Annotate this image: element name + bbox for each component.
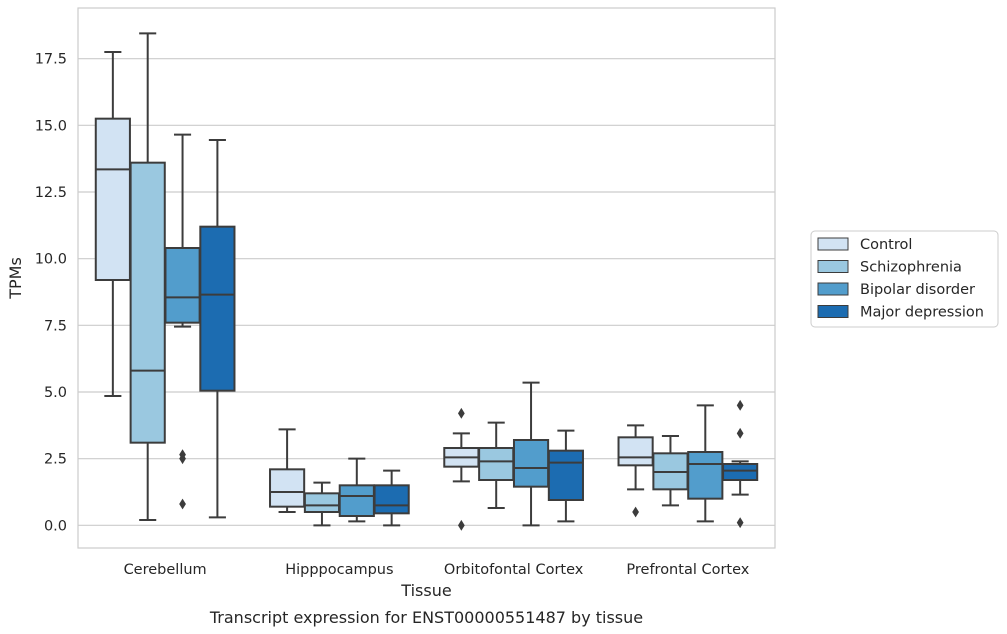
x-axis-label: Tissue <box>400 581 451 600</box>
y-tick-label: 2.5 <box>44 452 67 468</box>
box-schizophrenia <box>303 481 341 527</box>
legend-swatch <box>817 282 849 296</box>
y-tick-label: 15.0 <box>35 118 67 134</box>
plot-frame <box>77 7 776 549</box>
y-axis-label: TPMs <box>6 257 25 300</box>
box-body <box>199 225 236 392</box>
box-bipolar-disorder <box>338 457 375 523</box>
legend-swatch <box>817 305 849 318</box>
legend-swatch <box>817 237 849 251</box>
box-control <box>269 428 306 513</box>
box-body <box>722 463 759 481</box>
outlier-marker <box>736 517 744 529</box>
box-body <box>478 447 515 481</box>
box-schizophrenia <box>652 435 689 507</box>
box-body <box>338 484 375 518</box>
legend-label: Schizophrenia <box>860 260 962 276</box>
outlier-marker <box>179 453 186 465</box>
box-major-depression <box>199 139 236 519</box>
x-tick-label: Orbitofontal Cortex <box>444 562 584 578</box>
box-body <box>687 451 724 500</box>
outlier-marker <box>457 519 465 531</box>
legend-label: Control <box>860 237 912 253</box>
box-body <box>164 247 201 324</box>
box-control <box>617 424 654 518</box>
outlier-marker <box>457 407 465 419</box>
legend: Control Schizophrenia Bipolar disorder Majo… <box>810 230 999 328</box>
legend-swatch <box>817 260 849 273</box>
y-tick-label: 17.5 <box>35 52 67 68</box>
box-control <box>94 51 131 397</box>
box-body <box>617 436 654 467</box>
box-major-depression <box>722 399 759 529</box>
chart-caption: Transcript expression for ENST0000055148… <box>209 608 643 627</box>
box-major-depression <box>547 429 584 523</box>
box-body <box>547 449 584 501</box>
y-tick-label: 0.0 <box>44 518 67 534</box>
y-tick-label: 5.0 <box>44 385 67 401</box>
box-body <box>512 439 550 488</box>
legend-frame <box>810 230 999 328</box>
x-tick-label: Prefrontal Cortex <box>626 562 749 578</box>
box-bipolar-disorder <box>164 133 201 510</box>
box-body <box>303 492 341 514</box>
y-tick-labels: 0.0 2.5 5.0 7.5 10.0 12.5 15.0 17.5 <box>35 52 67 535</box>
box-schizophrenia <box>478 421 515 509</box>
y-tick-label: 10.0 <box>35 252 67 268</box>
y-tick-label: 12.5 <box>35 185 67 201</box>
x-tick-labels: Cerebellum Hipppocampus Orbitofontal Corte… <box>124 562 750 578</box>
legend-label: Bipolar disorder <box>860 282 975 298</box>
legend-label: Major depression <box>860 305 984 321</box>
box-bipolar-disorder <box>512 381 550 527</box>
box-body <box>373 484 410 515</box>
box-schizophrenia <box>129 32 166 521</box>
outlier-marker <box>736 427 744 439</box>
outlier-marker <box>179 498 186 510</box>
outlier-marker <box>736 399 744 411</box>
y-tick-label: 7.5 <box>44 318 67 334</box>
x-tick-label: Cerebellum <box>124 562 207 578</box>
box-bipolar-disorder <box>687 404 724 523</box>
boxes <box>94 32 759 531</box>
box-body <box>129 161 166 444</box>
box-body <box>269 468 306 508</box>
outlier-marker <box>632 506 639 518</box>
box-body <box>94 117 131 281</box>
box-control <box>443 407 480 531</box>
box-major-depression <box>373 469 410 527</box>
x-tick-label: Hipppocampus <box>285 562 393 578</box>
